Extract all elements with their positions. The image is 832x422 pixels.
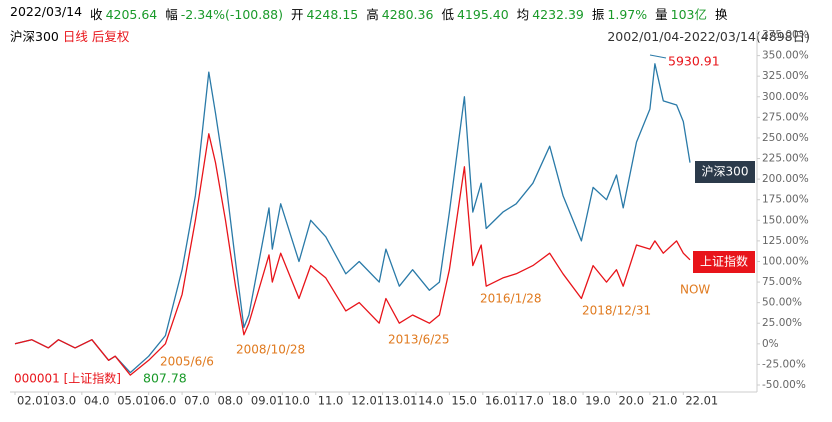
y-tick-label: 350.00% bbox=[762, 50, 809, 62]
annotation: 2013/6/25 bbox=[388, 333, 450, 347]
y-tick-label: 200.00% bbox=[762, 173, 809, 185]
x-tick-label: 13.01 bbox=[385, 394, 418, 408]
header-item: 高 4280.36 bbox=[366, 4, 433, 23]
header-value: 1.97% bbox=[607, 7, 648, 22]
header-item: 量 103亿 bbox=[655, 4, 707, 23]
x-tick-label: 06.0 bbox=[151, 394, 177, 408]
header-item: 换 bbox=[715, 4, 728, 23]
y-tick-label: 375.00% bbox=[762, 29, 809, 41]
x-tick-label: 21.0 bbox=[652, 394, 678, 408]
annotation: 2016/1/28 bbox=[480, 292, 542, 306]
x-tick-label: 03.0 bbox=[50, 394, 76, 408]
header-item: 收 4205.64 bbox=[90, 4, 157, 23]
adjust: 后复权 bbox=[91, 29, 130, 44]
x-tick-label: 10.0 bbox=[284, 394, 310, 408]
header-value: 103亿 bbox=[670, 7, 707, 22]
x-tick-label: 18.0 bbox=[552, 394, 578, 408]
y-tick-label: 275.00% bbox=[762, 111, 809, 123]
x-tick-label: 17.0 bbox=[518, 394, 544, 408]
header-label: 低 bbox=[441, 7, 454, 22]
header-item: 均 4232.39 bbox=[517, 4, 584, 23]
header-date: 2022/03/14 bbox=[10, 4, 83, 19]
x-tick-label: 12.01 bbox=[351, 394, 384, 408]
header-item: 低 4195.40 bbox=[441, 4, 508, 23]
annotation: 2008/10/28 bbox=[236, 343, 305, 357]
header: 2022/03/14 收 4205.64 幅 -2.34%(-100.88) 开 4248… bbox=[10, 4, 728, 23]
header-item: 振 1.97% bbox=[592, 4, 647, 23]
header-value: 4195.40 bbox=[456, 7, 509, 22]
date-range: 2002/01/04-2022/03/14(4898日) bbox=[607, 29, 810, 44]
y-tick-label: 150.00% bbox=[762, 214, 809, 226]
y-tick-label: 225.00% bbox=[762, 153, 809, 165]
legend-flag bbox=[693, 251, 755, 273]
header-label: 量 bbox=[655, 7, 668, 22]
x-tick-label: 16.01 bbox=[485, 394, 518, 408]
header-item: 开 4248.15 bbox=[291, 4, 358, 23]
x-tick-label: 14.0 bbox=[418, 394, 444, 408]
y-tick-label: 0% bbox=[762, 338, 779, 350]
y-tick-label: 25.00% bbox=[762, 317, 802, 329]
header-item: 幅 -2.34%(-100.88) bbox=[165, 4, 283, 23]
header-label: 振 bbox=[591, 7, 605, 22]
header-label: 开 bbox=[291, 7, 304, 22]
peak-pointer bbox=[649, 54, 667, 59]
index-name: 沪深300 bbox=[10, 29, 59, 44]
x-tick-label: 22.01 bbox=[685, 394, 718, 408]
x-tick-label: 07.0 bbox=[184, 394, 210, 408]
series-line bbox=[14, 63, 691, 374]
x-tick-label: 08.0 bbox=[217, 394, 243, 408]
legend-label: 上证指数 bbox=[700, 254, 748, 269]
x-tick-label: 11.0 bbox=[318, 394, 344, 408]
header-label: 收 bbox=[90, 7, 103, 22]
series-line bbox=[14, 133, 691, 376]
header-label: 换 bbox=[715, 7, 728, 22]
y-tick-label: 125.00% bbox=[762, 235, 809, 247]
base-label: 000001 [上证指数] bbox=[14, 371, 121, 386]
annotation: 2005/6/6 bbox=[160, 355, 214, 369]
y-tick-label: 325.00% bbox=[762, 70, 809, 82]
header-value: 4248.15 bbox=[306, 7, 359, 22]
x-tick-label: 05.01 bbox=[117, 394, 150, 408]
legend-flag bbox=[695, 161, 755, 183]
header-value: 4205.64 bbox=[105, 7, 158, 22]
x-tick-label: 04.0 bbox=[84, 394, 110, 408]
y-tick-label: 100.00% bbox=[762, 255, 809, 267]
header-label: 幅 bbox=[165, 7, 178, 22]
y-tick-label: -50.00% bbox=[762, 379, 806, 391]
annotation: NOW bbox=[680, 283, 710, 297]
y-tick-label: 75.00% bbox=[762, 276, 802, 288]
annotation: 2018/12/31 bbox=[582, 304, 651, 318]
y-tick-label: -25.00% bbox=[762, 358, 806, 370]
x-tick-label: 02.01 bbox=[17, 394, 50, 408]
y-tick-label: 300.00% bbox=[762, 91, 809, 103]
y-tick-label: 250.00% bbox=[762, 132, 809, 144]
header-value: 4232.39 bbox=[532, 7, 584, 22]
y-tick-label: 50.00% bbox=[762, 297, 802, 309]
x-tick-label: 15.0 bbox=[451, 394, 477, 408]
x-tick-label: 20.0 bbox=[618, 394, 644, 408]
period: 日线 bbox=[62, 29, 88, 44]
y-tick-label: 175.00% bbox=[762, 194, 809, 206]
header-value: -2.34%(-100.88) bbox=[180, 7, 284, 22]
legend-label: 沪深300 bbox=[702, 165, 749, 179]
header-label: 均 bbox=[516, 7, 530, 22]
x-tick-label: 09.01 bbox=[251, 394, 284, 408]
trough-label: 807.78 bbox=[143, 371, 187, 386]
header-label: 高 bbox=[366, 7, 379, 22]
subheader: 沪深300 日线 后复权 2002/01/04-2022/03/14(4898日… bbox=[10, 26, 810, 45]
peak-label: 5930.91 bbox=[668, 54, 720, 69]
header-value: 4280.36 bbox=[381, 7, 434, 22]
x-tick-label: 19.0 bbox=[585, 394, 611, 408]
